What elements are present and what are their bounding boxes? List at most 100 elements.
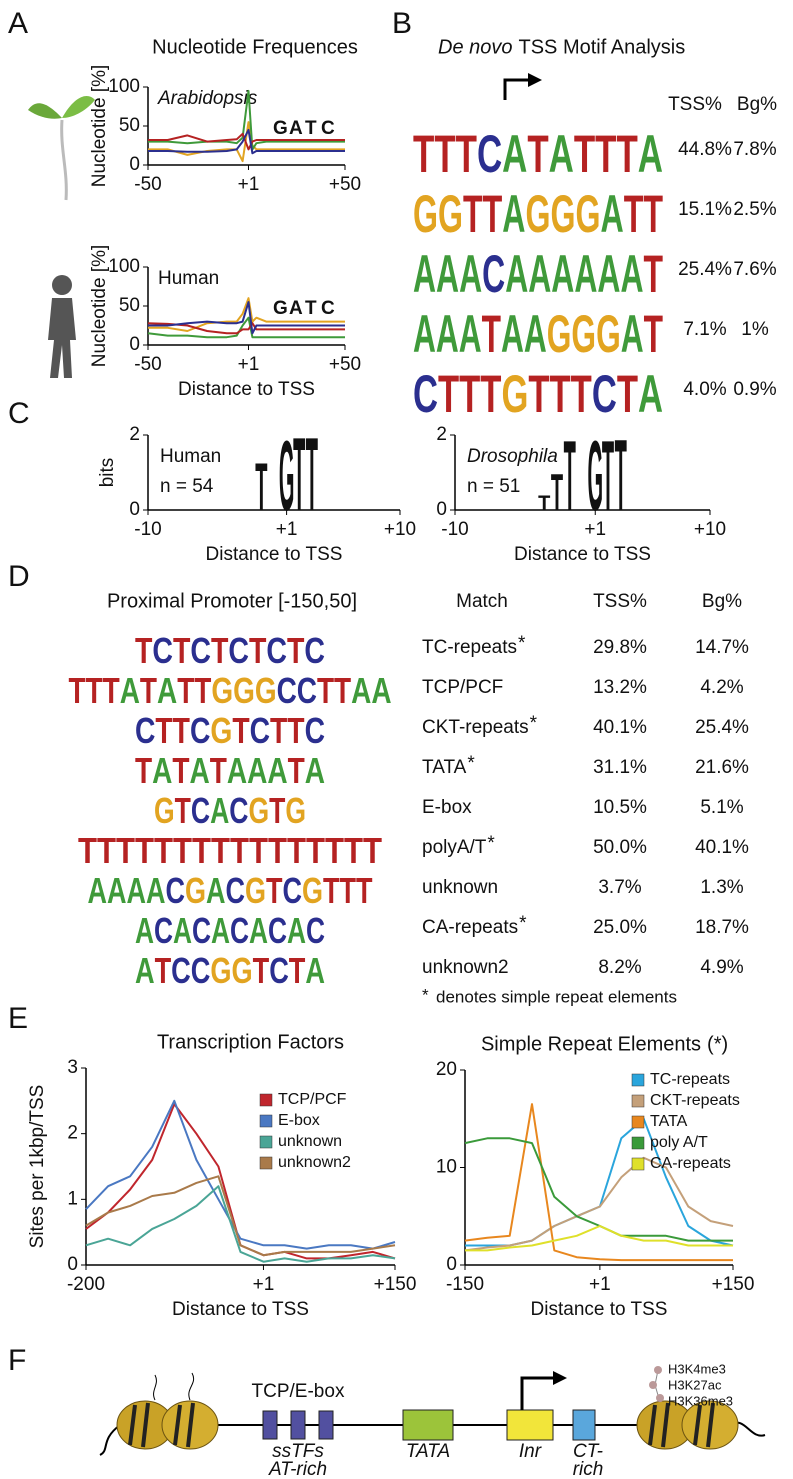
legend-entry: T [305, 298, 317, 319]
x-axis-label: Distance to TSS [514, 544, 651, 565]
y-tick-label: 3 [67, 1057, 78, 1078]
chart-title: Nucleotide Frequences [152, 36, 358, 58]
y-tick-label: 2 [436, 424, 447, 445]
y-tick-label: 50 [119, 295, 140, 316]
x-tick-label: +1 [276, 519, 298, 540]
x-tick-label: -10 [441, 519, 468, 540]
diagram-label: TATA [406, 1441, 450, 1462]
match-name: CKT-repeats [422, 717, 529, 738]
bg-percent: 14.7% [695, 637, 749, 658]
legend-swatch [259, 1156, 273, 1170]
legend-entry: CA-repeats [650, 1155, 731, 1172]
repeat-star: * [487, 833, 495, 854]
x-tick-label: -50 [134, 354, 161, 375]
annotation: Arabidopsis [157, 88, 258, 109]
y-tick-label: 2 [129, 424, 140, 445]
legend-entry: T [305, 118, 317, 139]
legend-entry: A [289, 298, 303, 319]
y-tick-label: 100 [108, 256, 140, 277]
logo-letter: T [538, 493, 551, 515]
logo-letter: T [293, 416, 305, 533]
legend-entry: TCP/PCF [278, 1091, 347, 1108]
y-tick-label: 100 [108, 76, 140, 97]
tss-percent: 8.2% [598, 957, 641, 978]
footnote: denotes simple repeat elements [436, 987, 677, 1006]
tss-percent: 50.0% [593, 837, 647, 858]
x-tick-label: +150 [374, 1274, 417, 1295]
tss-percent: 44.8% [678, 139, 732, 160]
y-tick-label: 0 [436, 499, 447, 520]
x-tick-label: +10 [384, 519, 416, 540]
title-symbol: (*) [707, 1033, 728, 1055]
chart-title: Simple Repeat Elements [481, 1033, 701, 1055]
plant-icon [28, 95, 95, 201]
tss-percent: 4.0% [683, 379, 726, 400]
logo-letter: T [564, 421, 576, 532]
y-tick-label: 0 [129, 334, 140, 355]
panel-label: F [8, 1344, 26, 1377]
x-tick-label: -50 [134, 174, 161, 195]
legend-entry: unknown [278, 1133, 342, 1150]
repeat-star: * [530, 713, 538, 734]
panel-label: D [8, 560, 30, 593]
x-tick-label: +50 [329, 174, 361, 195]
series-line [148, 89, 345, 151]
column-header: Match [456, 591, 508, 612]
series-line [148, 132, 345, 151]
legend-swatch [631, 1073, 645, 1087]
y-tick-label: 1 [67, 1188, 78, 1209]
legend-entry: CKT-repeats [650, 1092, 740, 1109]
tss-percent: 29.8% [593, 637, 647, 658]
x-tick-label: -150 [446, 1274, 484, 1295]
x-tick-label: +1 [584, 519, 606, 540]
column-header: TSS% [668, 94, 722, 115]
y-axis-label: Nucleotide [%] [89, 65, 110, 188]
legend-entry: C [321, 298, 335, 319]
x-tick-label: +50 [329, 354, 361, 375]
x-tick-label: -200 [67, 1274, 105, 1295]
panel-label: B [392, 7, 412, 40]
legend-entry: G [273, 298, 288, 319]
bg-percent: 1.3% [700, 877, 743, 898]
tss-percent: 3.7% [598, 877, 641, 898]
series-line [465, 1225, 733, 1252]
tss-percent: 25.4% [678, 259, 732, 280]
legend-entry: TATA [650, 1113, 688, 1130]
x-tick-label: +150 [712, 1274, 755, 1295]
bg-percent: 5.1% [700, 797, 743, 818]
histone-mark: H3K36me3 [668, 1393, 733, 1408]
bg-percent: 25.4% [695, 717, 749, 738]
series-line [85, 1185, 396, 1263]
y-tick-label: 0 [129, 154, 140, 175]
legend-entry: G [273, 118, 288, 139]
legend-entry: unknown2 [278, 1154, 351, 1171]
tss-percent: 25.0% [593, 917, 647, 938]
legend-swatch [259, 1135, 273, 1149]
bg-percent: 4.2% [700, 677, 743, 698]
bg-percent: 18.7% [695, 917, 749, 938]
match-name: unknown2 [422, 957, 509, 978]
series-line [148, 297, 345, 332]
tss-percent: 40.1% [593, 717, 647, 738]
series-line [464, 1103, 733, 1262]
histone-mark: H3K27ac [668, 1377, 722, 1392]
y-axis-label: Sites per 1kbp/TSS [27, 1085, 48, 1249]
legend-swatch [259, 1114, 273, 1128]
annotation: n = 51 [467, 476, 520, 497]
legend-swatch [259, 1093, 273, 1107]
diagram-label: AT-rich [268, 1459, 327, 1479]
logo-letter: T [306, 416, 318, 533]
bg-percent: 40.1% [695, 837, 749, 858]
annotation: Drosophila [467, 446, 558, 467]
tss-percent: 13.2% [593, 677, 647, 698]
diagram-label: TCP/E-box [252, 1381, 345, 1402]
x-axis-label: Distance to TSS [206, 544, 343, 565]
